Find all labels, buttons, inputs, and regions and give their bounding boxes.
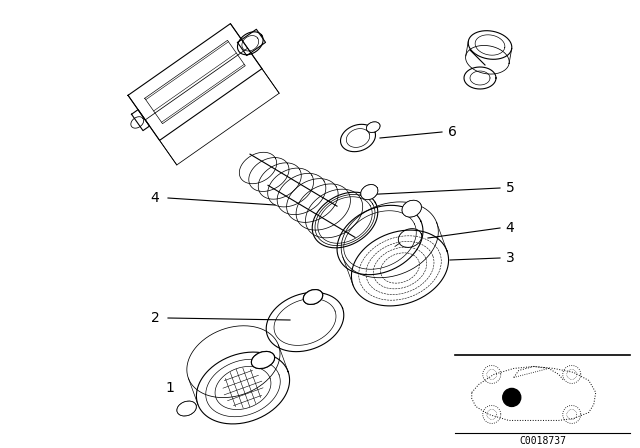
Ellipse shape [177, 401, 196, 416]
Text: 2: 2 [150, 311, 159, 325]
Text: 3: 3 [506, 251, 515, 265]
Text: 4: 4 [506, 221, 515, 235]
Text: 6: 6 [447, 125, 456, 139]
Ellipse shape [303, 289, 323, 304]
Ellipse shape [402, 200, 421, 217]
Text: 1: 1 [166, 381, 175, 395]
Ellipse shape [367, 122, 380, 133]
Ellipse shape [361, 185, 378, 200]
Circle shape [503, 388, 521, 406]
Text: C0018737: C0018737 [519, 436, 566, 446]
Ellipse shape [252, 351, 275, 369]
Text: 4: 4 [150, 191, 159, 205]
Text: 5: 5 [506, 181, 515, 195]
